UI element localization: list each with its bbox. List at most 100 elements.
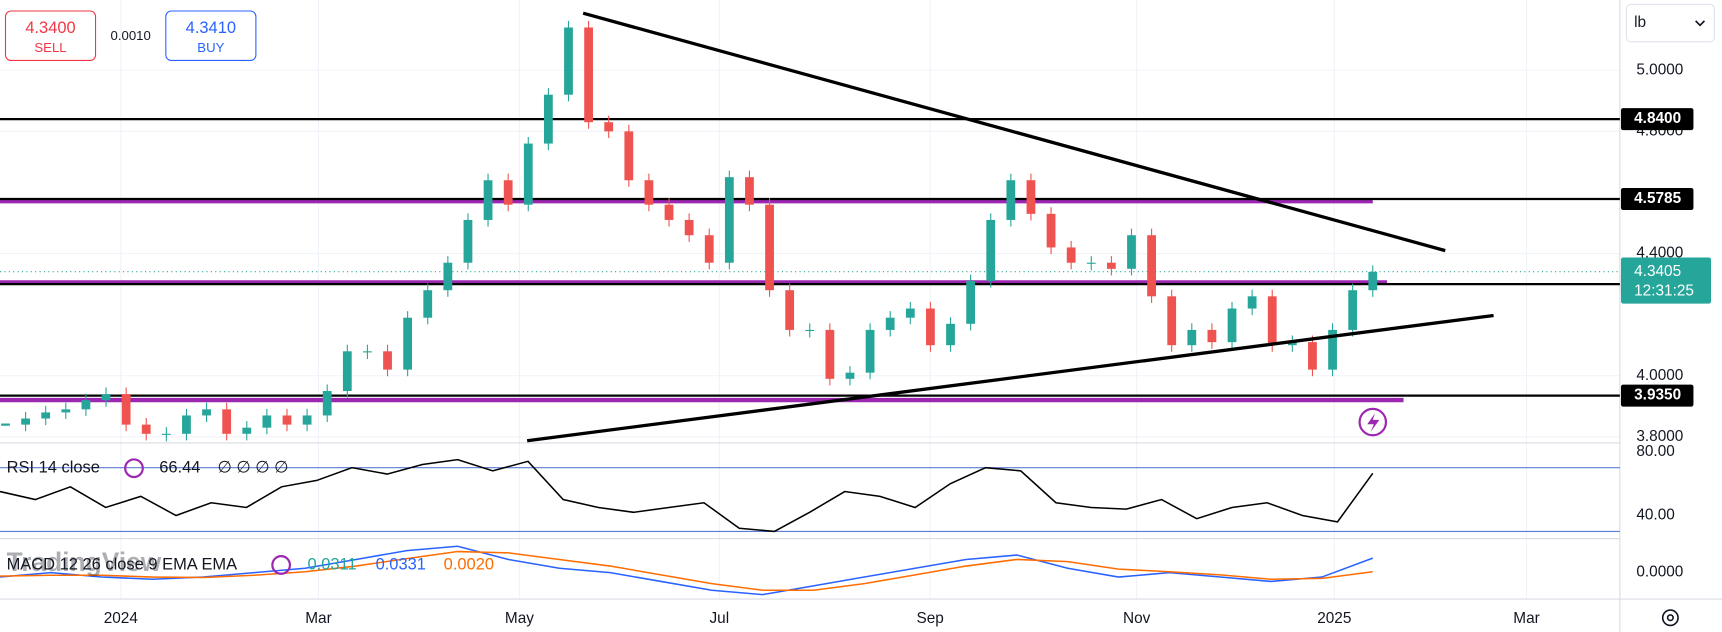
time-label: Jul xyxy=(710,610,730,627)
macd-settings[interactable] xyxy=(271,555,292,575)
price-tick-label: 5.0000 xyxy=(1636,61,1683,78)
candle xyxy=(443,262,453,291)
buy-button[interactable] xyxy=(165,10,257,62)
watermark: TradingView xyxy=(7,547,162,577)
candle xyxy=(905,308,915,318)
candle xyxy=(1127,235,1136,269)
candle xyxy=(1287,342,1297,346)
candle xyxy=(604,122,614,132)
candle xyxy=(242,427,252,434)
candles xyxy=(1,20,1378,442)
candle xyxy=(885,317,895,330)
unit-dropdown[interactable] xyxy=(1625,3,1715,43)
candle xyxy=(141,424,151,434)
candle xyxy=(121,394,131,425)
macd-value: 0.0311 xyxy=(308,555,357,573)
candle xyxy=(946,323,955,346)
level-label: 3.9350 xyxy=(1634,387,1681,404)
macd-value: 0.0331 xyxy=(376,555,426,573)
candle xyxy=(161,433,171,435)
candle xyxy=(584,27,593,123)
candle xyxy=(483,180,493,220)
buy-label: BUY xyxy=(197,40,224,55)
candle xyxy=(182,415,191,434)
time-axis: 2024 Mar May Jul Sep Nov 2025 Mar xyxy=(104,610,1540,627)
rsi-settings[interactable] xyxy=(124,458,144,479)
alert-icon xyxy=(1367,413,1380,432)
candle xyxy=(262,415,272,428)
candle xyxy=(342,351,352,392)
candle xyxy=(423,290,433,318)
time-label: 2024 xyxy=(104,610,139,627)
candle xyxy=(1187,329,1197,346)
rsi-value: 66.44 xyxy=(159,459,200,477)
candle xyxy=(564,27,573,95)
candle xyxy=(765,204,774,291)
candle xyxy=(302,415,312,425)
price-tick-label: 4.0000 xyxy=(1636,367,1683,384)
macd-line xyxy=(0,545,1374,596)
candle xyxy=(724,177,734,263)
time-label: Sep xyxy=(917,610,944,627)
price-tick-label: 4.4000 xyxy=(1636,245,1683,262)
candle xyxy=(1247,296,1257,309)
trend-line[interactable] xyxy=(526,313,1494,443)
settings-button[interactable] xyxy=(1661,609,1679,627)
candle xyxy=(543,94,553,144)
candle xyxy=(664,204,674,220)
level-tag xyxy=(1620,384,1694,407)
sell-button[interactable] xyxy=(4,10,97,62)
candle xyxy=(1066,247,1076,263)
trend-line[interactable] xyxy=(582,11,1446,253)
candle xyxy=(1106,262,1116,269)
alert-icon[interactable] xyxy=(1358,407,1388,437)
time-label: Nov xyxy=(1123,610,1151,627)
candle xyxy=(684,219,694,236)
time-label: Mar xyxy=(305,610,331,627)
candle xyxy=(966,281,976,324)
rsi-tick-label: 40.00 xyxy=(1636,507,1674,524)
candle xyxy=(1308,342,1317,370)
rsi-tick-label: 80.00 xyxy=(1636,443,1674,460)
candle xyxy=(986,219,996,282)
macd-tick-label: 0.0000 xyxy=(1636,564,1683,581)
candle xyxy=(61,409,71,413)
candle xyxy=(624,131,634,181)
candle xyxy=(745,177,754,205)
candle xyxy=(1368,271,1378,291)
candle xyxy=(845,372,855,379)
time-label: Mar xyxy=(1513,610,1539,627)
candle xyxy=(1267,296,1277,346)
dropdown-arrow xyxy=(1695,20,1706,27)
rsi-label: RSI 14 close xyxy=(7,459,100,477)
candle xyxy=(1086,262,1096,264)
candle xyxy=(1227,308,1237,343)
spread: 0.0010 xyxy=(111,28,151,43)
current-price-label: 4.3405 xyxy=(1634,263,1681,280)
signal-line xyxy=(0,550,1373,592)
candle xyxy=(503,180,513,205)
candle xyxy=(1328,329,1337,370)
price-axis: 5.00004.80004.40004.00003.80004.84004.57… xyxy=(1620,61,1712,445)
candle xyxy=(1046,213,1056,248)
candle xyxy=(383,351,392,370)
candle xyxy=(41,412,51,419)
candle xyxy=(463,219,473,263)
countdown: 12:31:25 xyxy=(1634,283,1694,300)
candle xyxy=(785,290,795,330)
level-tag xyxy=(1620,108,1694,131)
price-tick-label: 3.8000 xyxy=(1636,428,1683,445)
level-label: 4.5785 xyxy=(1634,190,1681,207)
rsi-line xyxy=(0,458,1374,533)
candle xyxy=(1207,329,1217,343)
candle xyxy=(322,391,332,416)
candle xyxy=(1348,290,1358,330)
sell-price: 4.3400 xyxy=(25,19,75,37)
current-price-tag xyxy=(1620,257,1712,304)
candle xyxy=(1167,296,1177,346)
candle xyxy=(825,329,835,379)
candle xyxy=(1147,235,1156,297)
candle xyxy=(704,235,714,263)
